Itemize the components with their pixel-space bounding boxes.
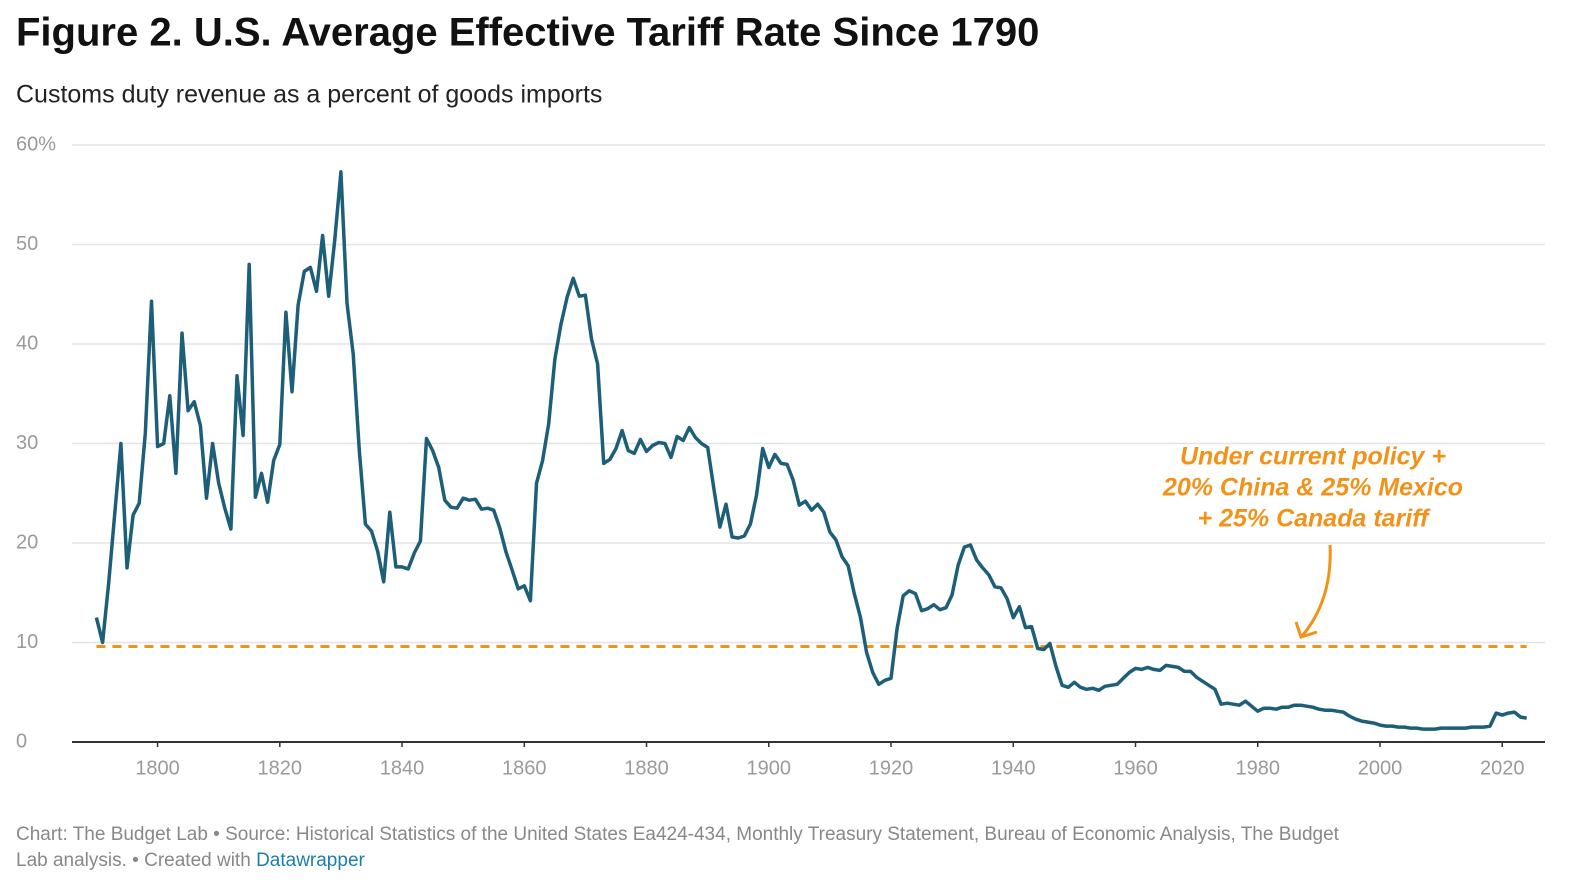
plot	[94, 170, 1527, 731]
footer: Chart: The Budget Lab • Source: Historic…	[16, 824, 1340, 845]
footer-line-2: Lab analysis. • Created with Datawrapper	[16, 850, 366, 871]
chart-subtitle: Customs duty revenue as a percent of goo…	[16, 81, 602, 109]
annotation: 20% China & 25% Mexico	[1162, 474, 1463, 502]
footer-text: Chart: The Budget Lab • Source: Historic…	[16, 824, 1340, 845]
x-tick-label: 2000	[1358, 757, 1403, 779]
x-tick-label: 1940	[991, 757, 1036, 779]
footer-link[interactable]: Datawrapper	[256, 850, 365, 871]
x-tick-label: 1920	[869, 757, 914, 779]
series-line	[94, 170, 1527, 731]
chart-title: Figure 2. U.S. Average Effective Tariff …	[16, 11, 1039, 55]
annotation-arrowhead	[1294, 621, 1318, 639]
x-tick-label: 1840	[380, 757, 425, 779]
x-tick-label: 1880	[624, 757, 669, 779]
annotation: Under current policy +	[1180, 443, 1446, 471]
x-tick-label: 1980	[1235, 757, 1280, 779]
y-tick-label: 60%	[16, 133, 56, 155]
x-tick-label: 1860	[502, 757, 547, 779]
annotation: + 25% Canada tariff	[1198, 505, 1432, 533]
x-tick-label: 1900	[747, 757, 792, 779]
annotation-arrow	[1300, 544, 1332, 637]
x-tick-label: 1820	[258, 757, 303, 779]
grid: 0 10 20 30 40 50 60% 1800 1820 1840 1860 1880 1900 19…	[16, 133, 1545, 779]
y-tick-label: 0	[16, 730, 27, 752]
y-tick-label: 30	[16, 432, 38, 454]
y-tick-label: 10	[16, 631, 38, 653]
x-tick-label: 1960	[1113, 757, 1158, 779]
y-tick-label: 20	[16, 531, 38, 553]
x-tick-label: 1800	[135, 757, 180, 779]
x-tick-label: 2020	[1480, 757, 1525, 779]
y-tick-label: 50	[16, 233, 38, 255]
y-tick-label: 40	[16, 332, 38, 354]
